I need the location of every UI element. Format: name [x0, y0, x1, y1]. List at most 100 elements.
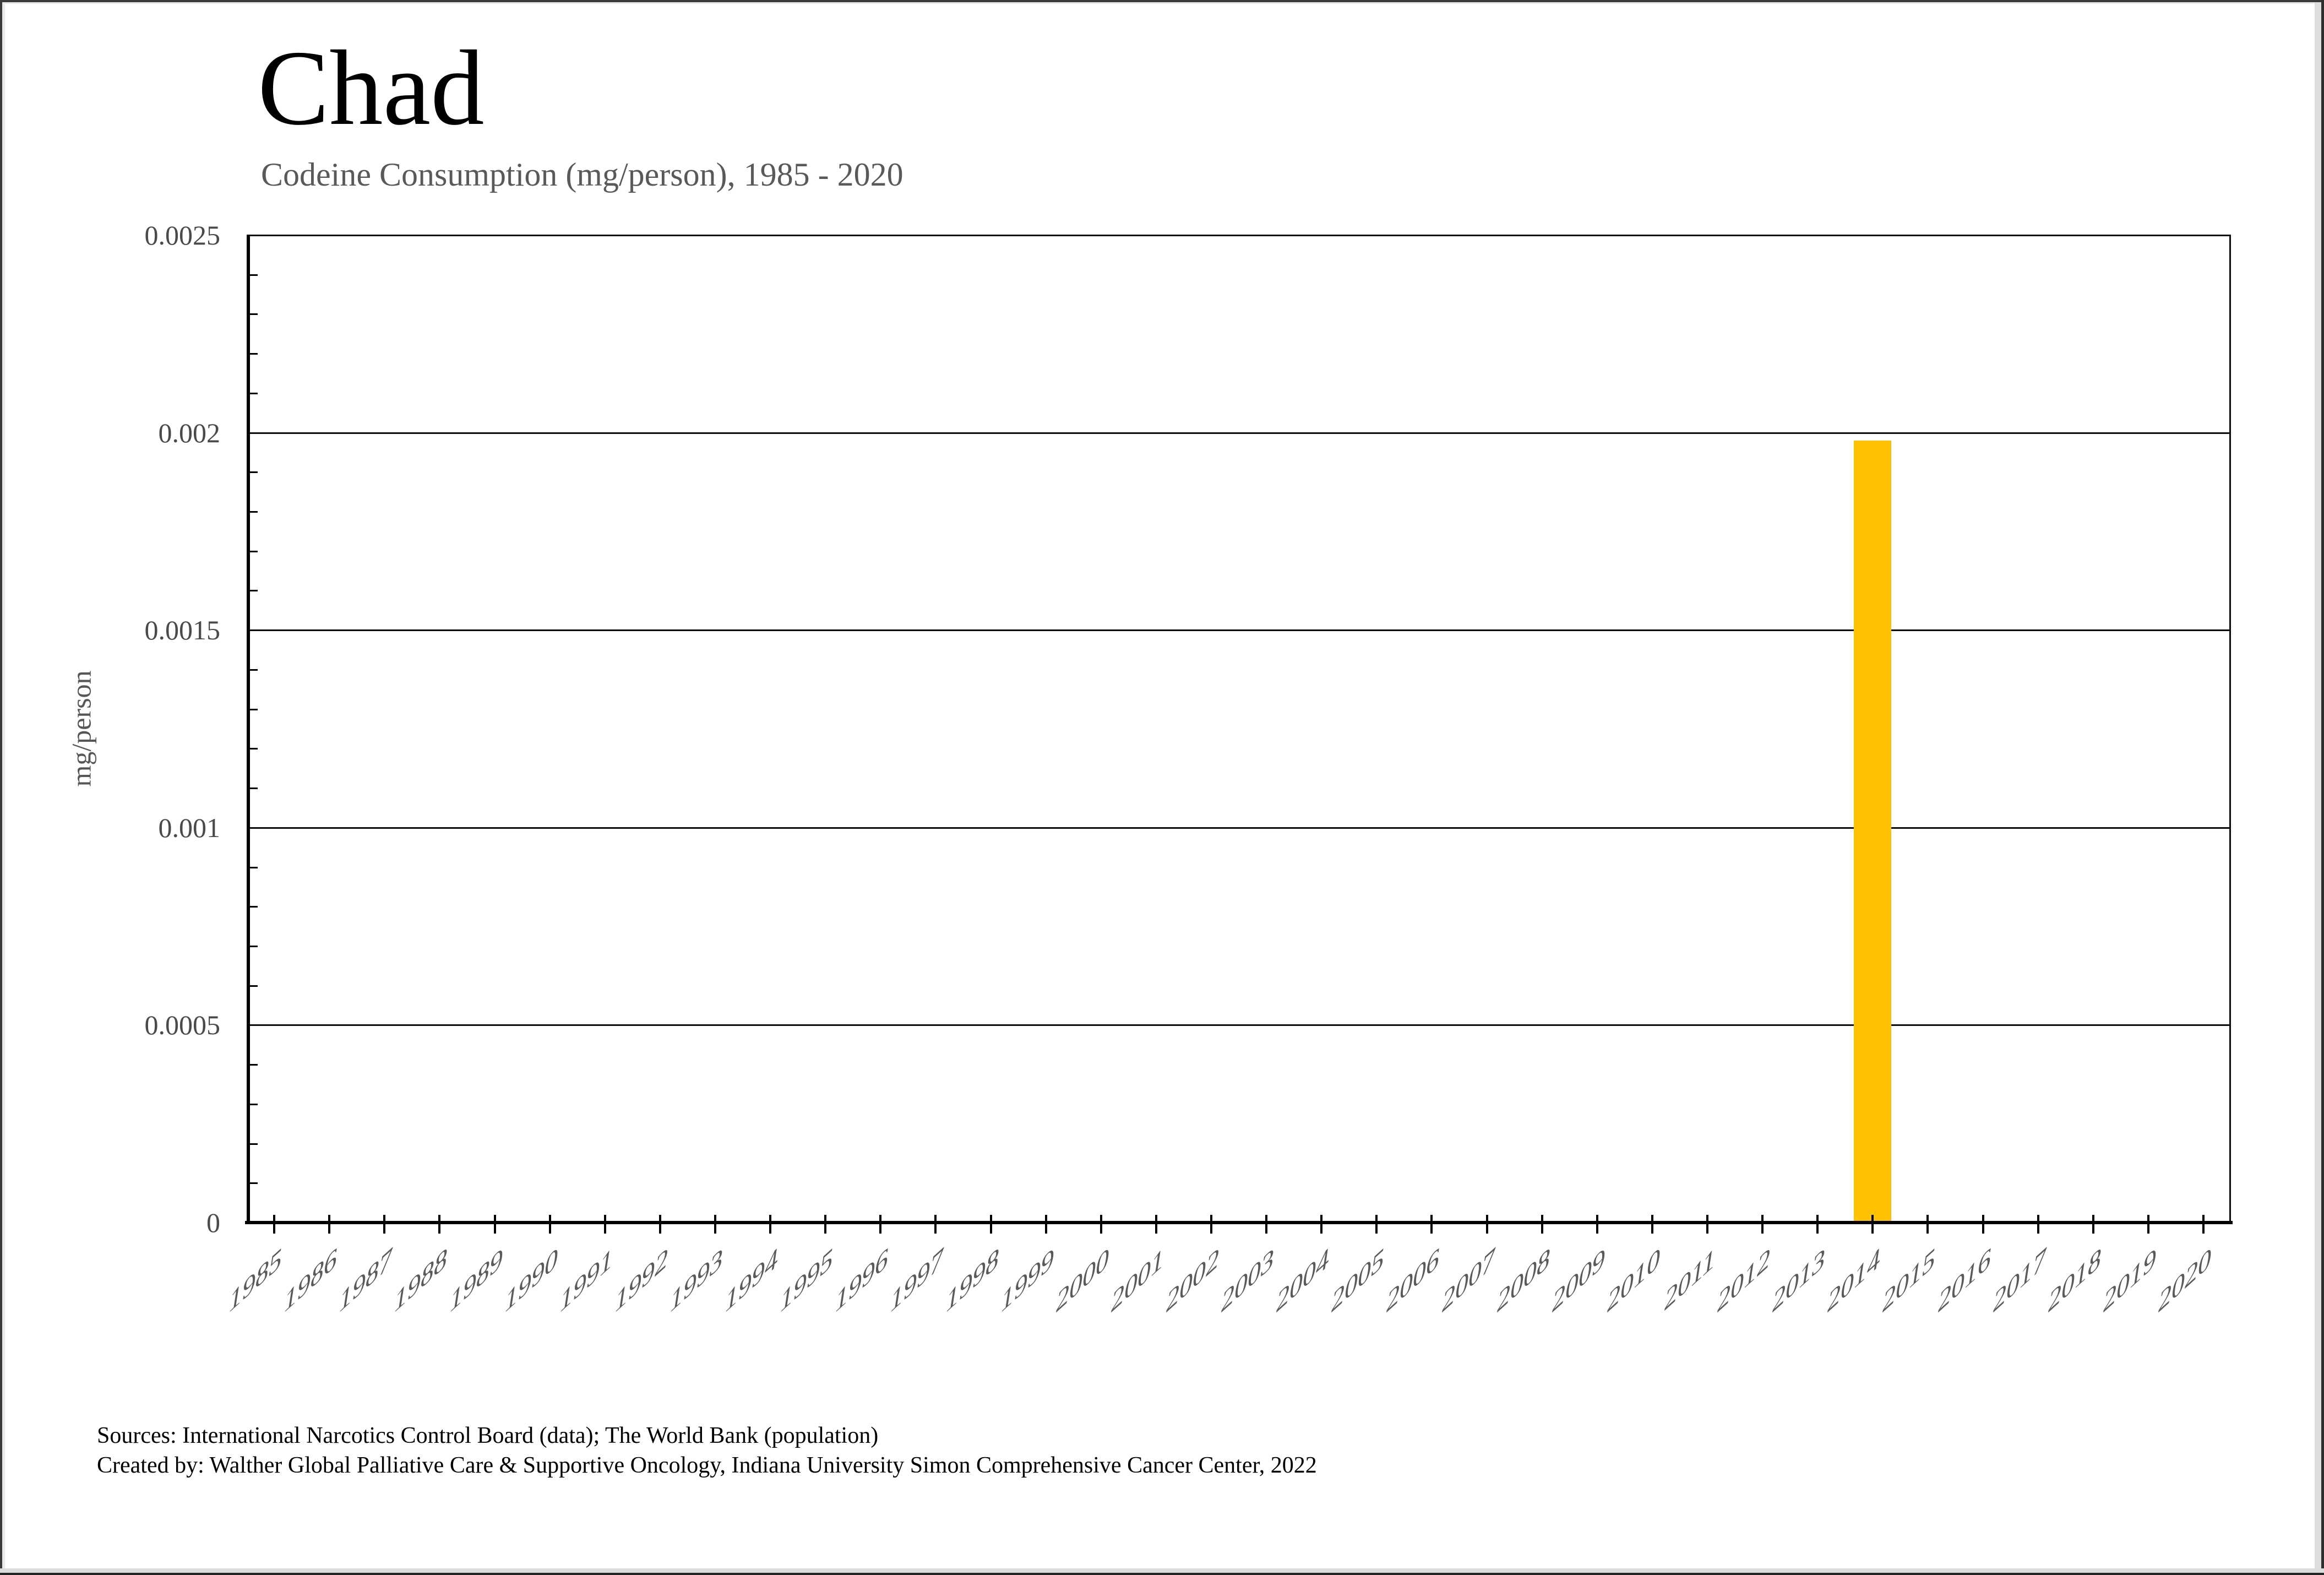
y-axis-minor-tick: [250, 985, 258, 987]
y-axis-tick-label: 0.0015: [144, 615, 221, 646]
y-axis-minor-tick: [250, 313, 258, 316]
x-axis-tick-label-2007: 2007: [1441, 1242, 1495, 1319]
window-frame-right-bevel: [2315, 2, 2321, 1573]
bar-2014[interactable]: [1854, 440, 1892, 1223]
y-axis-minor-tick: [250, 1064, 258, 1066]
x-axis-tick-label-2005: 2005: [1331, 1242, 1385, 1319]
x-axis-tick-label-1998: 1998: [945, 1242, 999, 1319]
source-note: Sources: International Narcotics Control…: [97, 1421, 1317, 1480]
y-axis-tick-label: 0.001: [158, 812, 221, 843]
x-axis-tick-label-2001: 2001: [1111, 1242, 1164, 1319]
x-axis-tick: [1926, 1215, 1929, 1234]
x-axis-tick: [2202, 1215, 2205, 1234]
gridline: [247, 629, 2231, 632]
x-axis-tick: [658, 1215, 661, 1234]
y-axis-title: mg/person: [66, 670, 97, 787]
gridline: [247, 235, 2231, 236]
window-frame-right: [2321, 0, 2324, 1575]
x-axis-tick: [328, 1215, 331, 1234]
gridline: [247, 1024, 2231, 1027]
y-axis-minor-tick: [250, 669, 258, 671]
x-axis-tick: [2092, 1215, 2094, 1234]
x-axis-tick: [934, 1215, 937, 1234]
x-axis-tick: [824, 1215, 827, 1234]
y-axis-tick-label: 0.002: [158, 417, 221, 448]
window-frame-top-bevel: [2, 2, 2322, 4]
y-axis-minor-tick: [250, 550, 258, 552]
x-axis-tick: [1651, 1215, 1653, 1234]
x-axis-tick-label-1990: 1990: [504, 1242, 558, 1319]
x-axis-tick-label-1987: 1987: [339, 1242, 393, 1319]
x-axis-tick-label-2009: 2009: [1552, 1242, 1605, 1319]
chart-subtitle: Codeine Consumption (mg/person), 1985 - …: [261, 156, 904, 193]
window-frame-top: [0, 0, 2324, 2]
plot-border-right: [2229, 235, 2231, 1223]
x-axis-tick: [1155, 1215, 1157, 1234]
chart-title: Chad: [258, 29, 485, 148]
y-axis-tick-label: 0.0005: [144, 1009, 221, 1041]
x-axis-tick-label-1992: 1992: [614, 1242, 668, 1319]
window-frame-bottom: [0, 1573, 2324, 1575]
x-axis-tick: [1044, 1215, 1047, 1234]
gridline: [247, 827, 2231, 829]
y-axis-minor-tick: [250, 590, 258, 592]
x-axis-tick: [714, 1215, 716, 1234]
x-axis-tick: [2147, 1215, 2149, 1234]
x-axis-tick-label-2004: 2004: [1276, 1242, 1330, 1319]
x-axis-tick-label-2000: 2000: [1055, 1242, 1109, 1319]
x-axis-tick-label-2011: 2011: [1664, 1242, 1715, 1317]
x-axis-tick: [1706, 1215, 1708, 1234]
x-axis-tick-label-2013: 2013: [1772, 1242, 1826, 1319]
x-axis-line: [245, 1221, 2233, 1224]
x-axis-tick-label-2003: 2003: [1221, 1242, 1275, 1319]
x-axis-tick-label-2008: 2008: [1496, 1242, 1550, 1319]
x-axis-tick-label-2017: 2017: [1993, 1242, 2046, 1319]
window-frame-left-bevel: [2, 2, 5, 1571]
x-axis-tick-label-2002: 2002: [1166, 1242, 1219, 1319]
y-axis-minor-tick: [250, 748, 258, 750]
x-axis-tick: [1761, 1215, 1764, 1234]
x-axis-tick: [1265, 1215, 1268, 1234]
x-axis-tick: [769, 1215, 772, 1234]
y-axis-minor-tick: [250, 1103, 258, 1105]
x-axis-tick: [383, 1215, 386, 1234]
y-axis-minor-tick: [250, 1182, 258, 1185]
x-axis-tick-label-2015: 2015: [1882, 1242, 1936, 1319]
y-axis-minor-tick: [250, 274, 258, 276]
x-axis-tick-label-1995: 1995: [780, 1242, 834, 1319]
y-axis-line: [247, 235, 250, 1224]
x-axis-tick: [1375, 1215, 1378, 1234]
window-frame-left: [0, 0, 2, 1575]
x-axis-tick: [879, 1215, 882, 1234]
x-axis-tick-label-1993: 1993: [670, 1242, 723, 1319]
x-axis-tick: [548, 1215, 551, 1234]
x-axis-tick-label-1989: 1989: [449, 1242, 503, 1319]
x-axis-tick-label-1996: 1996: [835, 1242, 889, 1319]
x-axis-tick-label-1997: 1997: [890, 1242, 944, 1319]
y-axis-minor-tick: [250, 866, 258, 868]
x-axis-tick: [1596, 1215, 1598, 1234]
x-axis-tick-label-1988: 1988: [394, 1242, 448, 1319]
plot-area: [245, 235, 2233, 1234]
y-axis-minor-tick: [250, 1143, 258, 1145]
x-axis-tick: [1816, 1215, 1819, 1234]
x-axis-tick: [1100, 1215, 1102, 1234]
x-axis-tick: [2037, 1215, 2039, 1234]
x-axis-tick-label-2019: 2019: [2103, 1242, 2156, 1319]
window-frame-bottom-bevel: [0, 1568, 2324, 1573]
x-axis-tick: [989, 1215, 992, 1234]
x-axis-tick-label-2006: 2006: [1386, 1242, 1440, 1319]
y-axis-minor-tick: [250, 788, 258, 790]
gridline: [247, 432, 2231, 434]
x-axis-tick: [1871, 1215, 1874, 1234]
x-axis-tick-label-2018: 2018: [2048, 1242, 2101, 1319]
x-axis-tick: [493, 1215, 496, 1234]
x-axis-tick: [1320, 1215, 1323, 1234]
source-note-line2: Created by: Walther Global Palliative Ca…: [97, 1453, 1317, 1478]
x-axis-tick: [1541, 1215, 1543, 1234]
x-axis-tick-label-2012: 2012: [1717, 1242, 1771, 1319]
x-axis-tick: [1982, 1215, 1984, 1234]
x-axis-tick: [1210, 1215, 1212, 1234]
y-axis-minor-tick: [250, 353, 258, 355]
x-axis-tick-label-1994: 1994: [725, 1242, 779, 1319]
